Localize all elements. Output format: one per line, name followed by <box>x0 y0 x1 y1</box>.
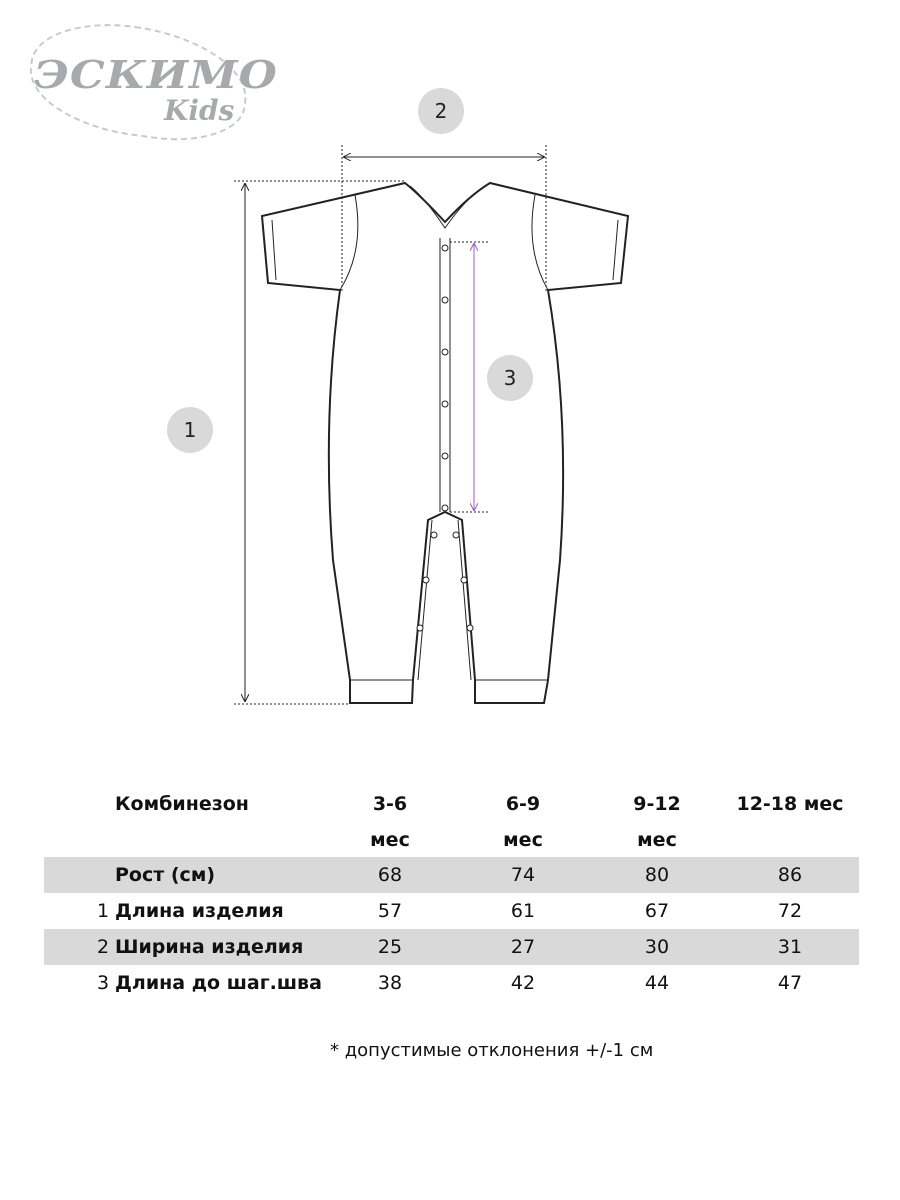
table-row: 3 Длина до шаг.шва 38 42 44 47 <box>44 965 859 1001</box>
row-label: Рост (см) <box>115 864 216 886</box>
cell-value: 44 <box>644 972 670 994</box>
cell-value: 80 <box>644 864 670 886</box>
marker-2: 2 <box>418 88 464 134</box>
cell-value: 57 <box>377 900 403 922</box>
marker-1: 1 <box>167 407 213 453</box>
cell-value: 42 <box>510 972 536 994</box>
logo-text: ЭСКИМО <box>34 52 278 97</box>
table-row: Рост (см) 68 74 80 86 <box>44 857 859 893</box>
column-header: 12-18 мес <box>736 793 844 815</box>
row-label: Ширина изделия <box>115 936 304 958</box>
cell-value: 68 <box>377 864 403 886</box>
garment-outline <box>260 181 630 704</box>
cell-value: 30 <box>644 936 670 958</box>
cell-value: 38 <box>377 972 403 994</box>
garment-diagram <box>234 145 630 705</box>
cell-value: 25 <box>377 936 403 958</box>
column-header: 6-9 мес <box>503 793 543 851</box>
row-number: 3 <box>97 972 110 994</box>
table-title: Комбинезон <box>115 793 249 815</box>
table-row: 2 Ширина изделия 25 27 30 31 <box>44 929 859 965</box>
cell-value: 31 <box>777 936 803 958</box>
tolerance-note: * допустимые отклонения +/-1 см <box>330 1040 654 1061</box>
row-label: Длина до шаг.шва <box>115 972 322 994</box>
brand-logo: ЭСКИМО Kids <box>22 12 277 151</box>
table-row: 1 Длина изделия 57 61 67 72 <box>44 893 859 929</box>
column-header: 9-12 мес <box>633 793 681 851</box>
column-header: 3-6 мес <box>370 793 410 851</box>
row-label: Длина изделия <box>115 900 284 922</box>
row-number: 2 <box>97 936 110 958</box>
cell-value: 47 <box>777 972 803 994</box>
cell-value: 61 <box>510 900 536 922</box>
cell-value: 67 <box>644 900 670 922</box>
table-header: Комбинезон 3-6 мес 6-9 мес 9-12 мес 12-1… <box>44 786 859 851</box>
cell-value: 86 <box>777 864 803 886</box>
cell-value: 27 <box>510 936 536 958</box>
logo-subtext: Kids <box>164 94 235 127</box>
marker-3: 3 <box>487 355 533 401</box>
row-number: 1 <box>97 900 110 922</box>
cell-value: 74 <box>510 864 536 886</box>
cell-value: 72 <box>777 900 803 922</box>
dimension-lines <box>234 145 547 705</box>
